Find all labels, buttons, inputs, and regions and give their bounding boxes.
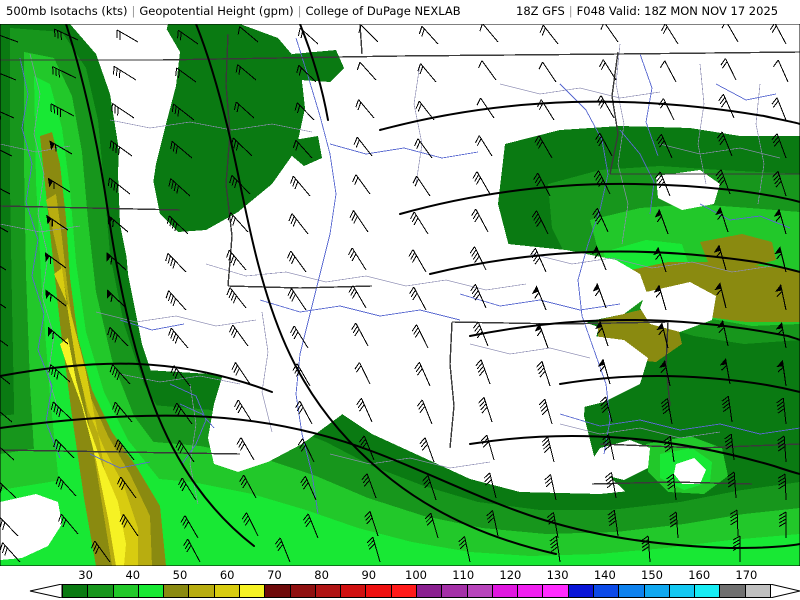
height-contour-line <box>299 24 329 121</box>
colorbar-tick-label: 140 <box>593 568 616 582</box>
no-fill-region-central-plains <box>208 242 648 472</box>
colorbar-segment[interactable] <box>340 584 367 598</box>
colorbar-segment[interactable] <box>314 584 342 598</box>
colorbar-tick-label: 90 <box>361 568 377 582</box>
colorbar-tick-label: 60 <box>219 568 235 582</box>
no-fill-hole-b <box>656 170 720 210</box>
header-separator-1: | <box>131 4 136 18</box>
header-forecast-hour-label: F048 <box>576 4 606 18</box>
height-contour-line <box>379 100 800 131</box>
colorbar-segment[interactable] <box>137 584 165 598</box>
colorbar-tick-label: 130 <box>546 568 569 582</box>
no-fill-region-lowleft <box>0 494 62 560</box>
colorbar-segment[interactable] <box>264 584 291 598</box>
colorbar-right-arrow <box>769 584 800 598</box>
weather-map-panel[interactable] <box>0 24 800 566</box>
colorbar-tick-label: 110 <box>452 568 475 582</box>
colorbar-segment[interactable] <box>466 584 493 598</box>
colorbar-segment[interactable] <box>567 584 594 598</box>
colorbar-tick-label: 150 <box>641 568 663 582</box>
colorbar-swatches[interactable] <box>0 584 800 598</box>
colorbar-segment[interactable] <box>289 584 316 598</box>
isotach-band-65kt-core <box>46 194 152 566</box>
colorbar-segment[interactable] <box>542 584 569 598</box>
colorbar-tick-label: 70 <box>267 568 282 582</box>
isotach-band-70kt-core <box>54 268 138 566</box>
map-header: 500mb Isotachs (kts) | Geopotential Height… <box>0 0 800 24</box>
colorbar-segment[interactable] <box>744 584 771 598</box>
colorbar-tick-label: 170 <box>735 568 758 582</box>
isotach-band-55kt-west <box>34 76 194 566</box>
header-separator-3: | <box>568 4 573 18</box>
colorbar-tick-label: 50 <box>172 568 188 582</box>
height-contour-line <box>469 318 800 341</box>
height-contour-line <box>399 182 800 215</box>
colorbar-segment[interactable] <box>239 584 266 598</box>
header-valid-time-label: Valid: 18Z MON NOV 17 2025 <box>608 4 779 18</box>
colorbar-tick-label: 40 <box>125 568 141 582</box>
colorbar-segment[interactable] <box>416 584 443 598</box>
header-left-text: 500mb Isotachs (kts) | Geopotential Height… <box>6 4 461 18</box>
no-fill-region-far-right-edge <box>592 440 650 480</box>
header-product-label: 500mb Isotachs (kts) <box>6 4 128 18</box>
colorbar-tick-label: 100 <box>405 568 427 582</box>
colorbar-tick-label: 80 <box>314 568 329 582</box>
isotach-fill-layer <box>0 24 800 566</box>
colorbar-segment[interactable] <box>694 584 721 598</box>
colorbar-tick-label: 30 <box>78 568 93 582</box>
colorbar-segment[interactable] <box>390 584 417 598</box>
isotach-band-55kt-south <box>0 476 800 566</box>
colorbar-tick-labels: 30 40 50 60 70 80 90 100 110 120 130 140 150 160 170 <box>0 566 800 582</box>
county-border-layer <box>0 43 781 505</box>
river-layer <box>19 37 800 515</box>
no-fill-region-right-mid <box>410 334 648 426</box>
colorbar-segment[interactable] <box>593 584 620 598</box>
isotach-patch-60kt-e3 <box>700 234 776 268</box>
colorbar-segment[interactable] <box>213 584 240 598</box>
isotach-colorbar[interactable]: 30 40 50 60 70 80 90 100 110 120 130 140 150 160 170 <box>0 566 800 600</box>
colorbar-segment[interactable] <box>668 584 696 598</box>
colorbar-segment[interactable] <box>112 584 139 598</box>
colorbar-tick-label: 160 <box>688 568 711 582</box>
header-right-text: 18Z GFS | F048 Valid: 18Z MON NOV 17 2025 <box>516 4 778 18</box>
colorbar-tick-label: 120 <box>499 568 522 582</box>
header-separator-2: | <box>297 4 302 18</box>
colorbar-segment[interactable] <box>365 584 392 598</box>
header-model-cycle-label: 18Z GFS <box>516 4 565 18</box>
colorbar-segment[interactable] <box>87 584 114 598</box>
colorbar-segment[interactable] <box>163 584 190 598</box>
no-fill-hole-c <box>674 458 706 484</box>
height-contour-line <box>559 375 800 393</box>
colorbar-segment[interactable] <box>62 584 89 598</box>
colorbar-segment[interactable] <box>517 584 544 598</box>
header-field-label: Geopotential Height (gpm) <box>139 4 294 18</box>
colorbar-left-arrow <box>29 584 63 598</box>
height-contour-line <box>0 362 273 393</box>
height-contour-line <box>65 24 255 547</box>
isotach-band-75kt-core <box>60 338 126 566</box>
colorbar-segment[interactable] <box>618 584 645 598</box>
header-source-label: College of DuPage NEXLAB <box>305 4 461 18</box>
colorbar-segment[interactable] <box>719 584 746 598</box>
colorbar-segment[interactable] <box>491 584 519 598</box>
colorbar-segment[interactable] <box>643 584 670 598</box>
height-contour-line <box>0 414 800 550</box>
height-contour-line <box>195 24 557 555</box>
colorbar-segment[interactable] <box>441 584 468 598</box>
height-contour-line <box>429 250 800 275</box>
colorbar-segment[interactable] <box>188 584 215 598</box>
